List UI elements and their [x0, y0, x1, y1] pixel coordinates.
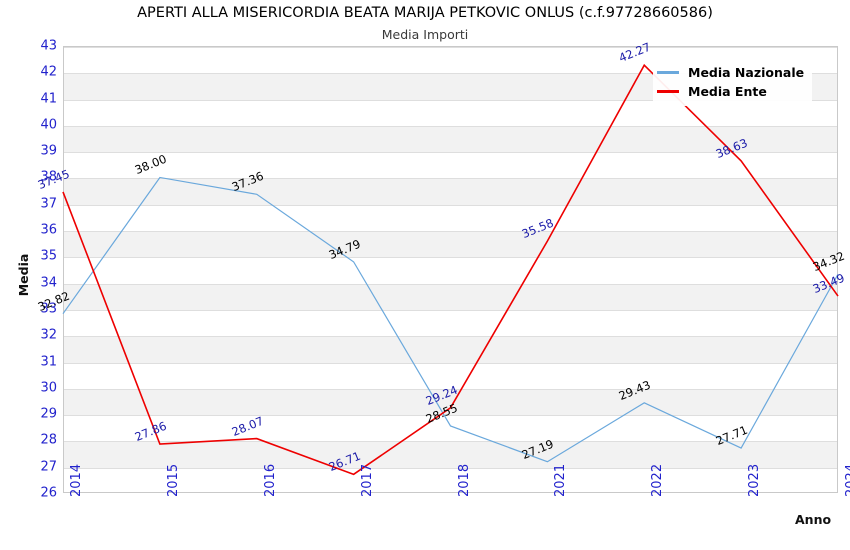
grid-line: [64, 231, 837, 233]
grid-line: [64, 125, 837, 127]
plot-area: [63, 46, 838, 493]
legend-label-media-ente: Media Ente: [688, 84, 767, 99]
y-tick-label: 32: [40, 327, 57, 343]
grid-band: [64, 231, 837, 258]
grid-line: [64, 283, 837, 285]
x-tick-label: 2015: [165, 463, 181, 497]
chart-subtitle: Media Importi: [381, 27, 469, 42]
x-tick-label: 2024: [844, 463, 850, 497]
y-tick-label: 40: [40, 117, 57, 133]
y-tick-label: 38: [40, 169, 57, 185]
y-tick-label: 29: [40, 406, 57, 422]
y-tick-label: 30: [40, 380, 57, 396]
y-tick-label: 39: [40, 143, 57, 159]
x-tick-label: 2021: [553, 463, 569, 497]
legend-swatch-media-ente: [657, 90, 679, 93]
y-tick-label: 26: [40, 485, 57, 501]
grid-line: [64, 178, 837, 180]
x-tick-label: 2018: [456, 463, 472, 497]
legend-label-media-nazionale: Media Nazionale: [688, 65, 805, 80]
y-tick-label: 37: [40, 196, 57, 212]
y-tick-label: 43: [40, 38, 57, 54]
grid-band: [64, 178, 837, 205]
y-tick-label: 36: [40, 222, 57, 238]
legend: Media Nazionale Media Ente: [653, 59, 813, 106]
x-axis-label: Anno: [795, 512, 832, 527]
y-tick-label: 28: [40, 432, 57, 448]
y-tick-label: 42: [40, 64, 57, 80]
grid-band: [64, 336, 837, 363]
x-tick-label: 2017: [359, 463, 375, 497]
grid-line: [64, 362, 837, 364]
y-tick-label: 31: [40, 354, 57, 370]
y-tick-label: 34: [40, 275, 57, 291]
y-tick-label: 35: [40, 248, 57, 264]
x-tick-label: 2014: [69, 463, 84, 497]
grid-line: [64, 336, 837, 338]
y-axis-label: Media: [15, 253, 31, 297]
grid-line: [64, 204, 837, 206]
grid-band: [64, 283, 837, 310]
grid-line: [64, 47, 837, 48]
legend-item-media-ente[interactable]: Media Ente: [657, 82, 804, 101]
grid-line: [64, 309, 837, 311]
legend-swatch-media-nazionale: [657, 71, 679, 74]
legend-item-media-nazionale[interactable]: Media Nazionale: [657, 63, 804, 82]
y-tick-label: 27: [40, 459, 57, 475]
page-title: APERTI ALLA MISERICORDIA BEATA MARIJA PE…: [137, 5, 713, 21]
x-tick-label: 2023: [747, 463, 763, 497]
y-tick-label: 33: [40, 301, 57, 317]
grid-line: [64, 257, 837, 259]
x-tick-label: 2016: [262, 463, 278, 497]
y-tick-label: 41: [40, 91, 57, 107]
x-tick-label: 2022: [650, 463, 666, 497]
